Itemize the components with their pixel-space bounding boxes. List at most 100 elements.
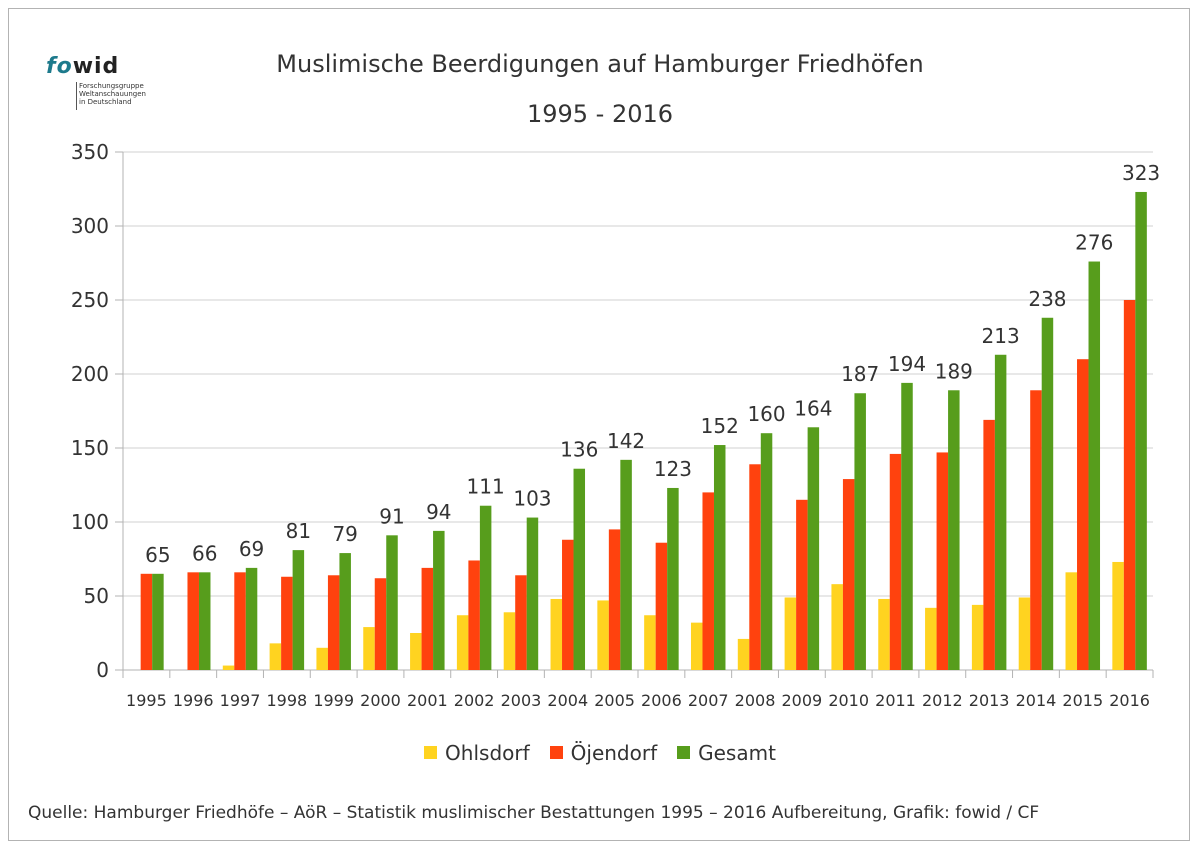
bar-ohlsdorf (410, 633, 422, 670)
data-label: 69 (239, 537, 264, 561)
bar-öjendorf (562, 539, 574, 670)
bar-öjendorf (842, 479, 855, 670)
data-label: 213 (982, 324, 1020, 348)
y-tick-label: 100 (71, 510, 109, 534)
bar-öjendorf (655, 542, 668, 670)
bar-öjendorf (327, 575, 340, 670)
data-label: 91 (379, 504, 404, 528)
legend-label: Ohlsdorf (445, 740, 530, 765)
logo-divider (76, 82, 77, 110)
bar-gesamt (152, 573, 164, 670)
bar-ohlsdorf (737, 638, 750, 670)
x-tick-label: 2010 (828, 691, 869, 710)
logo-wordmark: fowid (46, 54, 120, 79)
data-label: 164 (794, 396, 832, 420)
bar-gesamt (1088, 261, 1101, 670)
bar-öjendorf (889, 453, 902, 670)
bar-ohlsdorf (503, 612, 516, 670)
data-label: 152 (701, 414, 739, 438)
x-tick-label: 2006 (641, 691, 682, 710)
data-label: 65 (145, 543, 170, 567)
data-label: 136 (560, 438, 598, 462)
bar-gesamt (667, 487, 679, 670)
data-label: 142 (607, 429, 645, 453)
legend-swatch (549, 746, 563, 759)
bar-gesamt (386, 535, 398, 670)
bar-öjendorf (374, 578, 387, 670)
bar-öjendorf (983, 419, 995, 670)
bar-ohlsdorf (925, 607, 937, 670)
data-label: 323 (1122, 161, 1160, 185)
bar-ohlsdorf (269, 643, 282, 670)
y-tick-label: 350 (71, 140, 109, 164)
bar-ohlsdorf (971, 604, 984, 670)
bar-gesamt (433, 530, 445, 670)
x-tick-label: 2007 (688, 691, 729, 710)
bar-ohlsdorf (316, 647, 328, 670)
x-tick-label: 2008 (735, 691, 776, 710)
bar-öjendorf (936, 452, 949, 670)
bar-gesamt (760, 433, 773, 670)
x-tick-label: 1998 (267, 691, 308, 710)
data-label: 187 (841, 362, 879, 386)
bar-ohlsdorf (690, 622, 703, 670)
chart-title: Muslimische Beerdigungen auf Hamburger F… (276, 50, 924, 78)
y-tick-label: 250 (71, 288, 109, 312)
legend-item-öjendorf: Öjendorf (549, 740, 658, 765)
bar-öjendorf (1077, 359, 1089, 670)
x-tick-label: 1996 (173, 691, 214, 710)
x-tick-label: 2016 (1109, 691, 1150, 710)
legend-swatch (677, 746, 691, 759)
x-tick-label: 2014 (1016, 691, 1057, 710)
x-tick-label: 2011 (875, 691, 916, 710)
data-label: 66 (192, 541, 217, 565)
bar-ohlsdorf (644, 615, 656, 670)
bar-ohlsdorf (1018, 597, 1031, 670)
x-tick-label: 2002 (454, 691, 495, 710)
data-label: 111 (467, 475, 505, 499)
bar-ohlsdorf (1065, 572, 1078, 670)
bar-öjendorf (1030, 390, 1042, 670)
y-tick-label: 50 (84, 584, 109, 608)
legend-label: Öjendorf (570, 740, 658, 765)
legend-label: Gesamt (698, 740, 776, 765)
x-tick-label: 2009 (782, 691, 823, 710)
bar-gesamt (901, 382, 913, 670)
y-tick-label: 150 (71, 436, 109, 460)
bar-öjendorf (140, 573, 153, 670)
legend-item-ohlsdorf: Ohlsdorf (424, 741, 530, 765)
logo-subtitle: Forschungsgruppe Weltanschauungen in Deu… (79, 82, 146, 106)
bar-ohlsdorf (597, 600, 609, 670)
bar-gesamt (854, 393, 866, 670)
y-tick-label: 300 (71, 214, 109, 238)
bar-gesamt (339, 553, 351, 670)
legend-swatch (424, 746, 438, 759)
bar-gesamt (713, 445, 726, 670)
chart-subtitle: 1995 - 2016 (526, 100, 674, 128)
bar-ohlsdorf (784, 597, 797, 670)
data-label: 81 (286, 519, 311, 543)
x-tick-label: 1997 (220, 691, 261, 710)
bar-ohlsdorf (831, 584, 843, 670)
bar-öjendorf (187, 572, 199, 670)
bar-ohlsdorf (222, 665, 235, 670)
data-label: 103 (513, 487, 551, 511)
fowid-logo: fowid Forschungsgruppe Weltanschauungen … (46, 54, 156, 114)
x-tick-label: 1995 (126, 691, 167, 710)
bar-öjendorf (608, 529, 621, 670)
data-label: 160 (747, 402, 785, 426)
bar-öjendorf (421, 567, 434, 670)
bar-gesamt (1041, 317, 1054, 670)
bar-öjendorf (1123, 300, 1136, 670)
bar-gesamt (620, 459, 632, 670)
source-footer: Quelle: Hamburger Friedhöfe – AöR – Stat… (28, 803, 1040, 823)
bar-öjendorf (234, 572, 246, 670)
data-label: 194 (888, 352, 926, 376)
bar-öjendorf (468, 560, 480, 670)
bar-gesamt (948, 390, 960, 670)
bar-öjendorf (702, 492, 714, 670)
data-label: 79 (332, 522, 357, 546)
bar-öjendorf (796, 499, 808, 670)
x-tick-label: 2015 (1062, 691, 1103, 710)
